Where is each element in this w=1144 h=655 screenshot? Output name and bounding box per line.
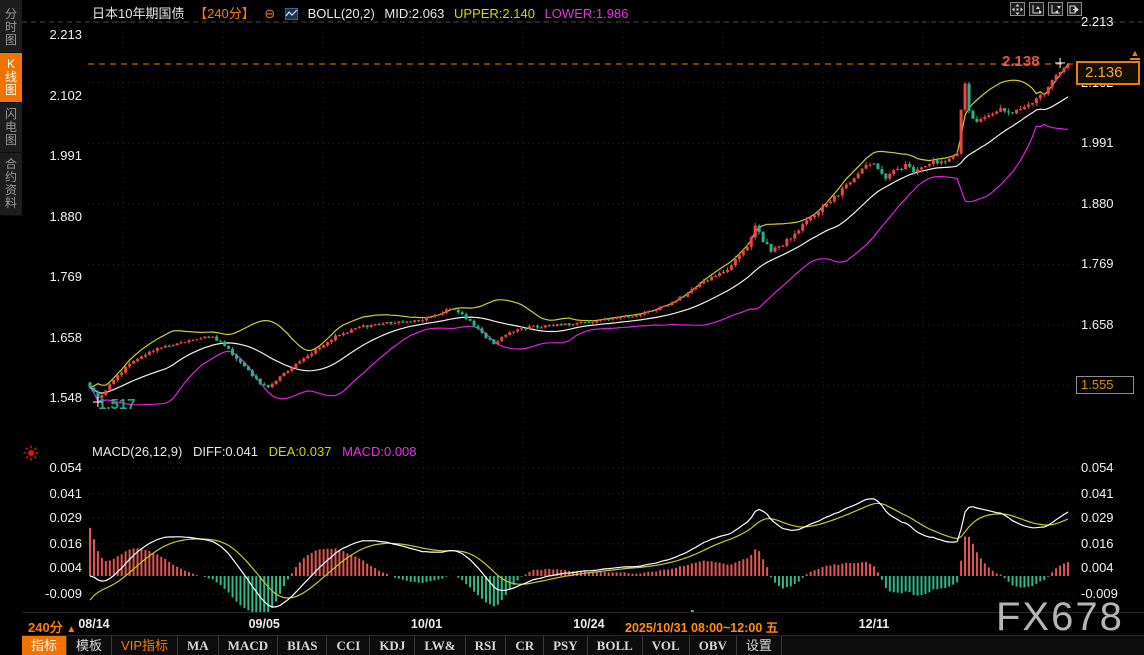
price-tick-left: 1.991 [49, 148, 82, 164]
price-tick-left: 1.880 [49, 208, 82, 224]
time-axis-row: 240分 ▲ 2025/10/31 08:00~12:00 五 08/14 09/… [22, 612, 1144, 637]
price-tick-left: 2.213 [49, 27, 82, 42]
macd-tick-right: -0.009 [1081, 586, 1118, 602]
sidebar-item-2[interactable]: 闪电图 [0, 103, 22, 153]
macd-diff-value: DIFF:0.041 [192, 444, 258, 459]
macd-tick-right: 0.029 [1081, 509, 1114, 525]
period-low-label: 1.517 [98, 396, 136, 413]
boll-mid-value: MID:2.063 [384, 6, 445, 21]
toolbar-item-设置[interactable]: 设置 [737, 636, 782, 655]
macd-dea-value: DEA:0.037 [268, 444, 332, 459]
price-tick-left: 2.102 [49, 87, 82, 103]
period-selector[interactable]: 240分 ▲ [28, 620, 77, 635]
toolbar-item-MACD[interactable]: MACD [219, 636, 279, 655]
current-price-box: 2.136 [1076, 61, 1140, 85]
toolbar-item-OBV[interactable]: OBV [690, 636, 737, 655]
macd-label: MACD(26,12,9) [92, 444, 183, 459]
price-tick-left: 1.769 [49, 269, 82, 285]
boll-upper-value: UPPER:2.140 [454, 6, 535, 21]
toolbar-item-VOL[interactable]: VOL [643, 636, 690, 655]
date-tick-10/01: 10/01 [410, 617, 443, 631]
collapse-icon[interactable]: ⊖ [264, 6, 276, 21]
toolbar-item-模板[interactable]: 模板 [67, 636, 113, 655]
boll-lower-value: LOWER:1.986 [544, 6, 629, 21]
period-arrow-icon: ▲ [66, 624, 77, 635]
date-tick-08/14: 08/14 [78, 617, 110, 631]
session-high-label: 2.138 [1002, 53, 1040, 70]
sidebar-item-0[interactable]: 分时图 [0, 3, 22, 53]
sidebar-item-3[interactable]: 合约资料 [0, 153, 22, 216]
toolbar-item-LW&[interactable]: LW& [415, 636, 466, 655]
pan-right-icon[interactable] [1067, 2, 1082, 16]
macd-header: MACD(26,12,9) DIFF:0.041 DEA:0.037 MACD:… [92, 444, 424, 459]
toolbar-item-MA[interactable]: MA [178, 636, 219, 655]
date-tick-09/05: 09/05 [248, 617, 280, 631]
macd-macd-value: MACD:0.008 [342, 444, 417, 459]
indicator-icon [284, 7, 299, 21]
macd-tick-left: 0.041 [49, 485, 82, 501]
jump-to-latest-icon[interactable]: ▲ [1130, 48, 1140, 60]
toolbar-item-BOLL[interactable]: BOLL [588, 636, 643, 655]
price-tick-left: 1.548 [49, 390, 82, 406]
selected-bar-datetime: 2025/10/31 08:00~12:00 五 [620, 616, 784, 637]
zoom-axis-in-icon[interactable] [1029, 2, 1044, 16]
toolbar-item-BIAS[interactable]: BIAS [278, 636, 328, 655]
toolbar-item-VIP指标[interactable]: VIP指标 [112, 636, 178, 655]
period-label: 【240分】 [194, 6, 255, 21]
price-tick-right: 1.991 [1081, 135, 1114, 151]
chart-toolbar-icons [1010, 2, 1082, 16]
toolbar-item-RSI[interactable]: RSI [466, 636, 507, 655]
boll-label: BOLL(20,2) [307, 6, 375, 21]
macd-tick-left: 0.004 [49, 559, 82, 575]
price-tick-right: 1.769 [1081, 256, 1114, 272]
price-tick-left: 1.658 [49, 330, 82, 346]
macd-tick-left: 0.054 [49, 459, 82, 475]
price-tick-right: 1.658 [1081, 317, 1114, 333]
macd-tick-right: 0.004 [1081, 559, 1114, 575]
pan-move-icon[interactable] [1010, 2, 1025, 16]
macd-tick-right: 0.016 [1081, 535, 1114, 551]
alert-burst-icon [23, 445, 39, 461]
date-tick-10/24: 10/24 [573, 617, 605, 631]
macd-tick-left: -0.009 [45, 586, 82, 602]
macd-tick-left: 0.029 [49, 509, 82, 525]
macd-tick-right: 0.041 [1081, 485, 1114, 501]
toolbar-item-CR[interactable]: CR [506, 636, 545, 655]
low-marker-box: 1.555 [1076, 376, 1134, 394]
toolbar-item-PSY[interactable]: PSY [544, 636, 588, 655]
date-tick-12/11: 12/11 [858, 617, 890, 631]
indicator-toolbar: 指标 模板 VIP指标 MA MACD BIAS CCI KDJ LW& RSI CR PSY BOLL… [22, 635, 1144, 655]
macd-tick-left: 0.016 [49, 535, 82, 551]
toolbar-item-CCI[interactable]: CCI [327, 636, 371, 655]
macd-tick-right: 0.054 [1081, 459, 1114, 475]
chart-header: 日本10年期国债 【240分】 ⊖ BOLL(20,2) MID:2.063 U… [92, 3, 634, 22]
toolbar-item-指标[interactable]: 指标 [22, 636, 68, 655]
price-tick-right: 1.880 [1081, 195, 1114, 211]
instrument-title: 日本10年期国债 [92, 6, 185, 21]
toolbar-item-KDJ[interactable]: KDJ [370, 636, 416, 655]
zoom-axis-out-icon[interactable] [1048, 2, 1063, 16]
fx678-watermark: FX678 [996, 595, 1124, 639]
price-tick-right: 2.213 [1081, 14, 1114, 29]
